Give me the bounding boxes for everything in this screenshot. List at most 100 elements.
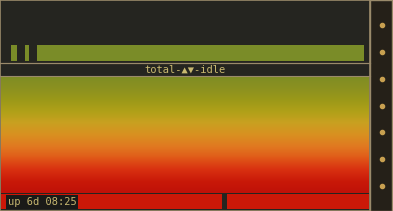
Bar	[1, 168, 369, 170]
Bar	[1, 167, 369, 169]
Bar	[1, 189, 369, 190]
Bar	[1, 122, 369, 124]
Bar	[1, 124, 369, 126]
Bar	[1, 180, 369, 181]
Bar	[2, 45, 364, 61]
Bar	[1, 89, 369, 91]
Bar	[29, 43, 37, 63]
Bar	[1, 188, 369, 189]
Bar	[1, 191, 369, 192]
Bar	[1, 121, 369, 123]
Bar	[1, 130, 369, 132]
Bar	[1, 134, 369, 135]
Bar	[0, 63, 370, 76]
Bar	[1, 166, 369, 168]
Bar	[1, 149, 369, 150]
Bar	[1, 142, 369, 143]
Bar	[1, 88, 369, 90]
Bar	[0, 0, 370, 43]
Bar	[1, 182, 369, 183]
Bar	[1, 173, 369, 174]
Bar	[1, 151, 369, 152]
Bar	[1, 123, 369, 125]
Bar	[1, 135, 369, 137]
Bar	[1, 105, 369, 106]
Bar	[1, 192, 369, 193]
Bar	[1, 103, 369, 104]
Text: total-▲▼-idle: total-▲▼-idle	[144, 65, 226, 74]
Bar	[1, 76, 369, 77]
Bar	[1, 132, 369, 134]
Bar	[1, 112, 369, 113]
Text: up 6d 08:25: up 6d 08:25	[8, 197, 77, 207]
Bar	[1, 87, 369, 89]
Bar	[1, 169, 369, 170]
Bar	[1, 91, 369, 93]
Bar	[1, 147, 369, 148]
Bar	[1, 162, 369, 164]
Bar	[1, 165, 369, 167]
Bar	[1, 163, 369, 165]
Bar	[1, 77, 369, 78]
Bar	[1, 118, 369, 119]
Bar	[1, 128, 369, 130]
Bar	[1, 83, 369, 84]
Bar	[1, 80, 369, 82]
Bar	[1, 106, 369, 107]
Bar	[1, 94, 369, 96]
Bar	[1, 153, 369, 154]
Bar	[370, 0, 393, 211]
Bar	[1, 160, 369, 162]
Bar	[1, 146, 369, 147]
Bar	[1, 97, 369, 98]
Bar	[1, 176, 369, 177]
Bar	[1, 119, 369, 121]
Bar	[1, 143, 369, 144]
Bar	[1, 161, 369, 163]
Bar	[1, 92, 369, 93]
Bar	[1, 127, 369, 129]
Bar	[1, 186, 369, 187]
Bar	[1, 150, 369, 151]
Bar	[1, 158, 369, 160]
Bar	[1, 131, 369, 133]
Bar	[1, 140, 369, 141]
Bar	[1, 78, 369, 80]
Bar	[17, 43, 25, 63]
Bar	[1, 101, 369, 102]
Bar	[1, 85, 369, 87]
Bar	[1, 160, 369, 161]
Bar	[1, 156, 369, 157]
Bar	[1, 139, 369, 140]
Bar	[1, 137, 369, 138]
Bar	[1, 181, 369, 182]
Bar	[1, 95, 369, 96]
Bar	[1, 136, 369, 137]
Bar	[1, 154, 369, 156]
Bar	[1, 107, 369, 108]
Bar	[1, 133, 369, 134]
Bar	[1, 154, 369, 155]
Bar	[1, 104, 369, 105]
Bar	[1, 114, 369, 115]
Bar	[1, 93, 369, 95]
Bar	[1, 164, 369, 166]
Bar	[1, 98, 369, 99]
Bar	[1, 115, 369, 116]
Bar	[222, 194, 227, 209]
Bar	[1, 184, 369, 185]
Bar	[0, 193, 370, 211]
Bar	[1, 157, 369, 158]
Bar	[1, 77, 369, 79]
Bar	[1, 125, 369, 127]
Bar	[1, 178, 369, 179]
Bar	[1, 99, 369, 100]
Bar	[1, 145, 369, 146]
Bar	[1, 116, 369, 118]
Bar	[1, 81, 369, 83]
Bar	[1, 113, 369, 114]
Bar	[1, 120, 369, 122]
Bar	[0, 43, 370, 63]
Bar	[1, 129, 369, 131]
Bar	[1, 138, 369, 139]
